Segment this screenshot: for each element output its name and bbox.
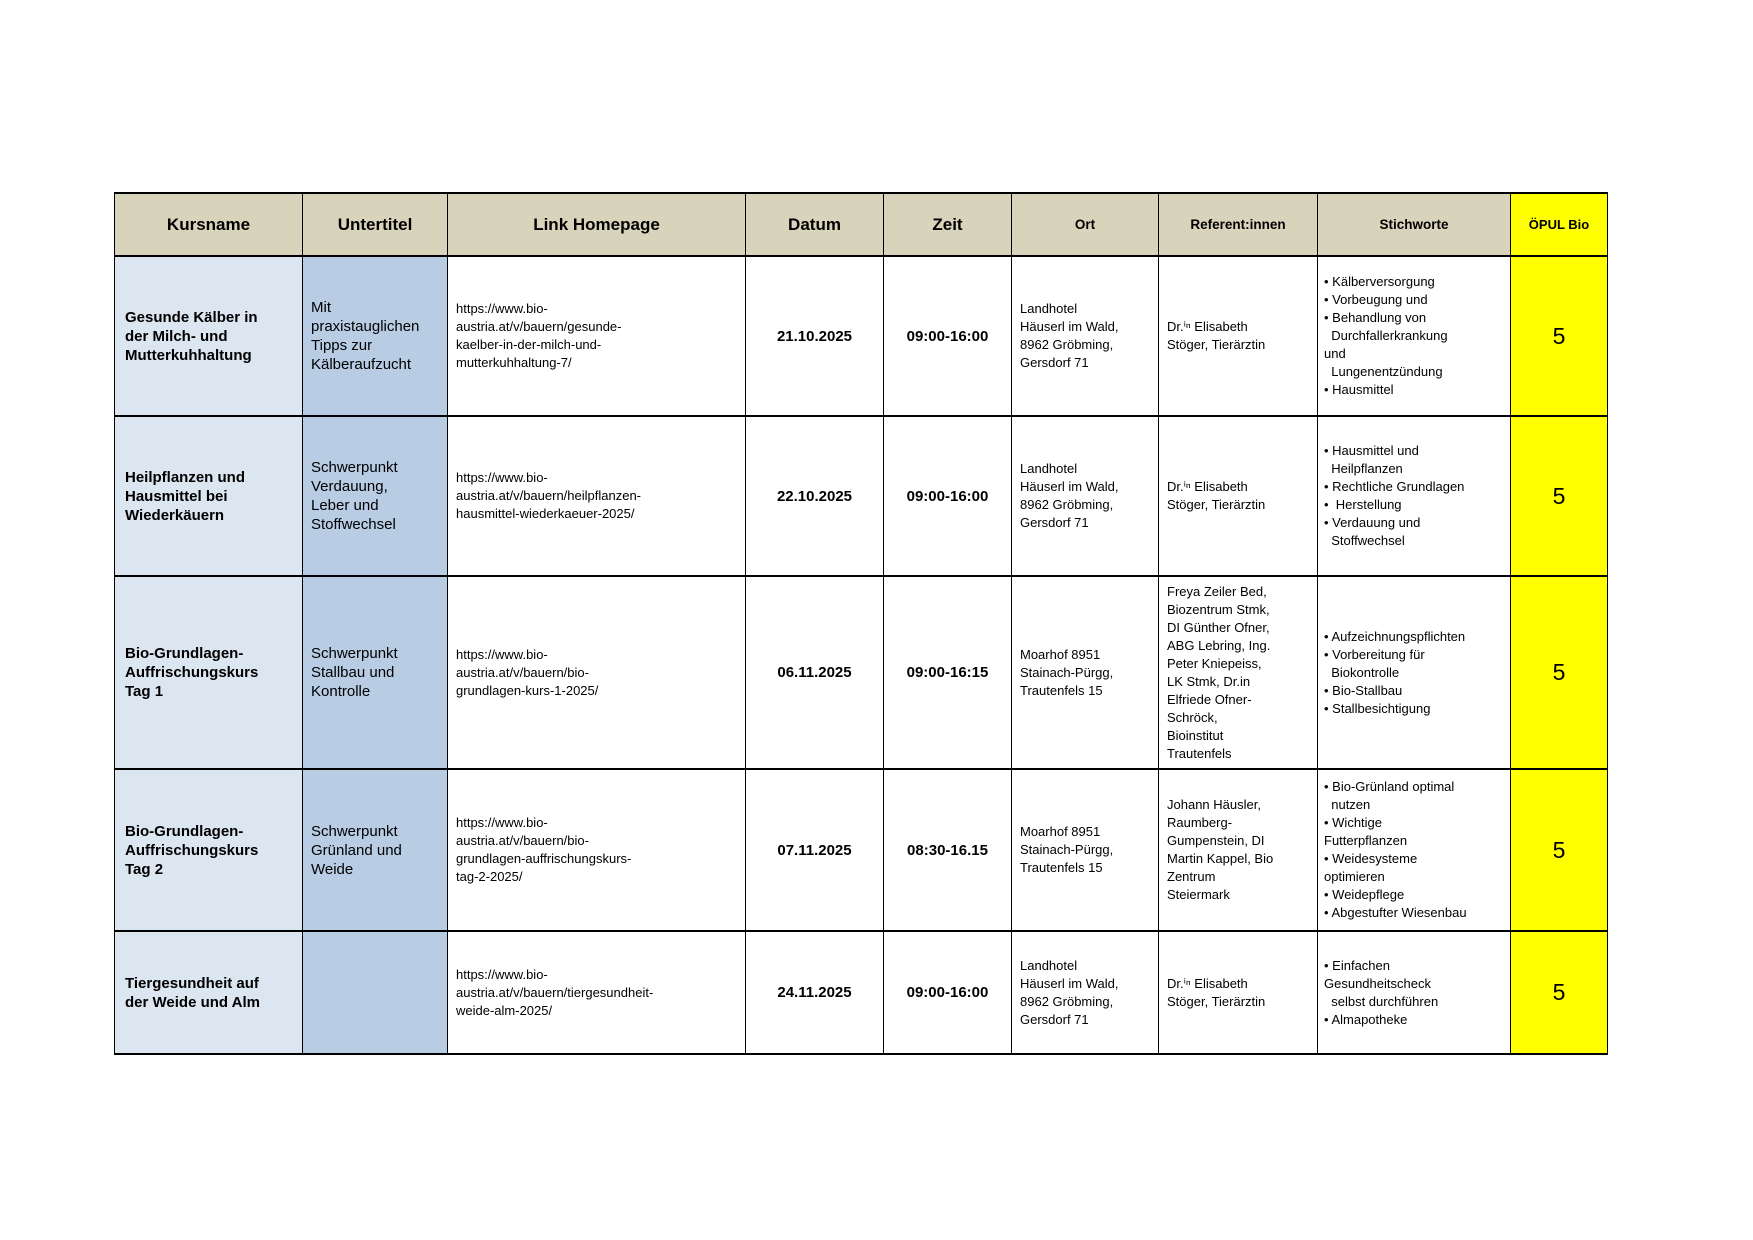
cell-oepul-bio: 5	[1510, 768, 1608, 932]
cell-link-url[interactable]: https://www.bio- austria.at/v/bauern/ges…	[447, 255, 746, 417]
cell-kursname: Tiergesundheit auf der Weide und Alm	[114, 930, 303, 1055]
cell-ort: Landhotel Häuserl im Wald, 8962 Gröbming…	[1011, 930, 1159, 1055]
table-row: Gesunde Kälber in der Milch- und Mutterk…	[114, 255, 1608, 417]
cell-referentinnen: Dr.ⁱⁿ Elisabeth Stöger, Tierärztin	[1158, 415, 1318, 577]
cell-kursname: Gesunde Kälber in der Milch- und Mutterk…	[114, 255, 303, 417]
cell-zeit: 09:00-16:15	[883, 575, 1012, 770]
cell-referentinnen: Dr.ⁱⁿ Elisabeth Stöger, Tierärztin	[1158, 930, 1318, 1055]
courses-table: Kursname Untertitel Link Homepage Datum …	[114, 192, 1608, 1055]
column-header-datum: Datum	[745, 192, 884, 257]
cell-ort: Landhotel Häuserl im Wald, 8962 Gröbming…	[1011, 415, 1159, 577]
cell-zeit: 09:00-16:00	[883, 255, 1012, 417]
cell-untertitel: Schwerpunkt Stallbau und Kontrolle	[302, 575, 448, 770]
column-header-link-homepage: Link Homepage	[447, 192, 746, 257]
cell-referentinnen: Freya Zeiler Bed, Biozentrum Stmk, DI Gü…	[1158, 575, 1318, 770]
cell-link-url[interactable]: https://www.bio- austria.at/v/bauern/tie…	[447, 930, 746, 1055]
column-header-referentinnen: Referent:innen	[1158, 192, 1318, 257]
cell-datum: 07.11.2025	[745, 768, 884, 932]
cell-link-url[interactable]: https://www.bio- austria.at/v/bauern/bio…	[447, 575, 746, 770]
cell-datum: 06.11.2025	[745, 575, 884, 770]
cell-kursname: Bio-Grundlagen- Auffrischungskurs Tag 2	[114, 768, 303, 932]
column-header-untertitel: Untertitel	[302, 192, 448, 257]
cell-ort: Moarhof 8951 Stainach-Pürgg, Trautenfels…	[1011, 575, 1159, 770]
cell-datum: 24.11.2025	[745, 930, 884, 1055]
cell-oepul-bio: 5	[1510, 415, 1608, 577]
course-schedule-sheet: Kursname Untertitel Link Homepage Datum …	[114, 192, 1608, 1055]
cell-kursname: Bio-Grundlagen- Auffrischungskurs Tag 1	[114, 575, 303, 770]
cell-referentinnen: Dr.ⁱⁿ Elisabeth Stöger, Tierärztin	[1158, 255, 1318, 417]
cell-zeit: 08:30-16.15	[883, 768, 1012, 932]
cell-untertitel: Schwerpunkt Grünland und Weide	[302, 768, 448, 932]
cell-oepul-bio: 5	[1510, 575, 1608, 770]
cell-stichworte: • Bio-Grünland optimal nutzen • Wichtige…	[1317, 768, 1511, 932]
table-row: Bio-Grundlagen- Auffrischungskurs Tag 2 …	[114, 768, 1608, 932]
cell-datum: 21.10.2025	[745, 255, 884, 417]
cell-zeit: 09:00-16:00	[883, 930, 1012, 1055]
cell-zeit: 09:00-16:00	[883, 415, 1012, 577]
cell-kursname: Heilpflanzen und Hausmittel bei Wiederkä…	[114, 415, 303, 577]
table-row: Bio-Grundlagen- Auffrischungskurs Tag 1 …	[114, 575, 1608, 770]
cell-untertitel: Schwerpunkt Verdauung, Leber und Stoffwe…	[302, 415, 448, 577]
cell-oepul-bio: 5	[1510, 255, 1608, 417]
column-header-oepul-bio: ÖPUL Bio	[1510, 192, 1608, 257]
cell-stichworte: • Hausmittel und Heilpflanzen • Rechtlic…	[1317, 415, 1511, 577]
cell-stichworte: • Kälberversorgung • Vorbeugung und • Be…	[1317, 255, 1511, 417]
cell-untertitel: Mit praxistauglichen Tipps zur Kälberauf…	[302, 255, 448, 417]
header-row: Kursname Untertitel Link Homepage Datum …	[114, 192, 1608, 257]
table-row: Heilpflanzen und Hausmittel bei Wiederkä…	[114, 415, 1608, 577]
cell-datum: 22.10.2025	[745, 415, 884, 577]
cell-link-url[interactable]: https://www.bio- austria.at/v/bauern/bio…	[447, 768, 746, 932]
cell-ort: Landhotel Häuserl im Wald, 8962 Gröbming…	[1011, 255, 1159, 417]
column-header-stichworte: Stichworte	[1317, 192, 1511, 257]
cell-oepul-bio: 5	[1510, 930, 1608, 1055]
cell-ort: Moarhof 8951 Stainach-Pürgg, Trautenfels…	[1011, 768, 1159, 932]
cell-stichworte: • Aufzeichnungspflichten • Vorbereitung …	[1317, 575, 1511, 770]
column-header-ort: Ort	[1011, 192, 1159, 257]
cell-link-url[interactable]: https://www.bio- austria.at/v/bauern/hei…	[447, 415, 746, 577]
column-header-kursname: Kursname	[114, 192, 303, 257]
table-row: Tiergesundheit auf der Weide und Alm htt…	[114, 930, 1608, 1055]
cell-referentinnen: Johann Häusler, Raumberg- Gumpenstein, D…	[1158, 768, 1318, 932]
cell-stichworte: • Einfachen Gesundheitscheck selbst durc…	[1317, 930, 1511, 1055]
cell-untertitel	[302, 930, 448, 1055]
column-header-zeit: Zeit	[883, 192, 1012, 257]
